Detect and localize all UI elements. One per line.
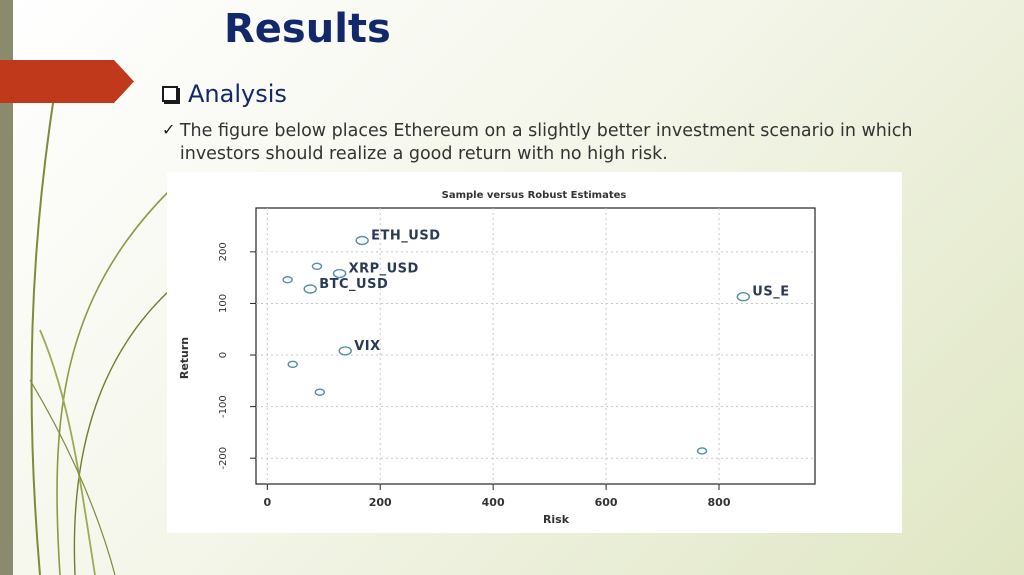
left-accent-bar <box>0 0 13 575</box>
point-label: BTC_USD <box>319 277 388 292</box>
data-point <box>303 284 317 294</box>
slide-title: Results <box>224 6 391 52</box>
y-axis-label: Return <box>178 337 191 379</box>
bullet-heading-row: Analysis <box>162 80 287 108</box>
x-tick-label: 200 <box>369 496 392 509</box>
y-tick-label: -200 <box>218 447 229 470</box>
point-label: XRP_USD <box>349 262 419 277</box>
x-axis-label: Risk <box>543 513 570 526</box>
body-text: The figure below places Ethereum on a sl… <box>179 121 913 164</box>
decorative-stems <box>29 89 171 575</box>
plot-frame <box>255 207 816 485</box>
x-tick-label: 400 <box>482 496 505 509</box>
check-bullet-row: ✓ The figure below places Ethereum on a … <box>162 120 962 166</box>
y-tick-label: 0 <box>218 352 229 358</box>
data-point <box>287 360 298 369</box>
data-point <box>736 292 750 302</box>
x-tick-label: 0 <box>263 496 271 509</box>
grid-lines <box>256 208 815 484</box>
data-point <box>338 346 352 356</box>
data-point <box>311 262 323 270</box>
point-label: VIX <box>354 339 380 354</box>
scatter-chart: Sample versus Robust Estimates 0 200 400 60… <box>178 190 816 526</box>
checkbox-bullet-icon <box>162 86 178 102</box>
x-tick-label: 600 <box>595 496 618 509</box>
data-point <box>282 276 293 284</box>
chart-figure: Sample versus Robust Estimates 0 200 400 60… <box>167 172 902 533</box>
data-point <box>696 447 708 455</box>
data-point <box>355 235 369 246</box>
axes: 0 200 400 600 800 -200 -100 0 100 200 <box>218 242 731 509</box>
y-tick-label: 100 <box>218 294 229 313</box>
data-point <box>332 268 347 279</box>
checkmark-icon: ✓ <box>162 120 176 139</box>
bullet-heading: Analysis <box>188 80 287 108</box>
data-point <box>314 388 326 396</box>
y-tick-label: 200 <box>218 242 229 261</box>
x-tick-label: 800 <box>708 496 731 509</box>
point-label: ETH_USD <box>371 229 440 244</box>
chart-title: Sample versus Robust Estimates <box>442 190 627 201</box>
title-accent-arrow <box>0 60 134 103</box>
y-tick-label: -100 <box>218 395 229 418</box>
point-label: US_E <box>752 285 789 300</box>
